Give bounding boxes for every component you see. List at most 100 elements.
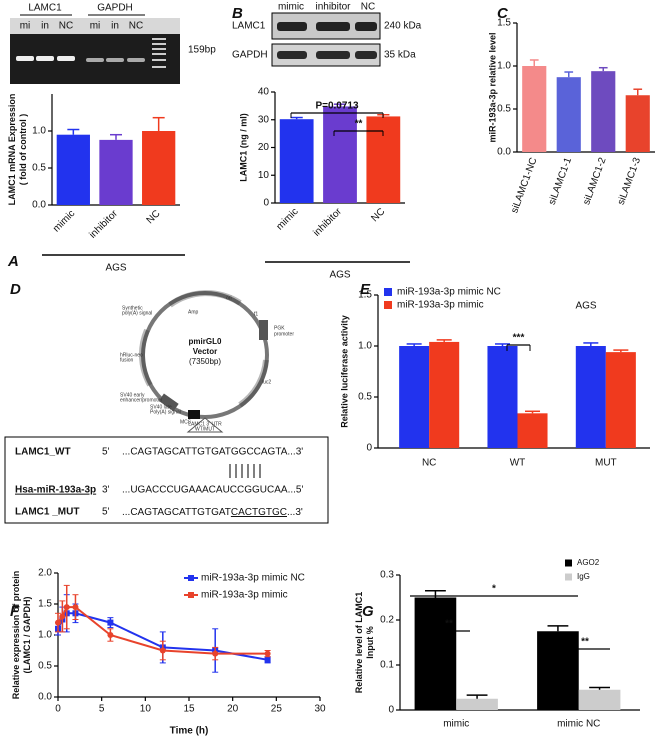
bar <box>429 341 460 448</box>
annotation: * <box>492 584 496 595</box>
legend-swatch <box>384 288 392 296</box>
legend-label: IgG <box>577 572 590 581</box>
legend-swatch <box>565 559 572 567</box>
gel: LAMC1 GAPDH mi in NC mi in NC 159bp <box>10 3 216 84</box>
gel-lane: mi <box>90 21 101 32</box>
y-tick-label: 0.2 <box>380 615 394 626</box>
y-tick-label: 2.0 <box>38 568 52 579</box>
y-tick-label: 0 <box>263 198 269 209</box>
plasmid-name: pmirGL0 <box>189 337 222 346</box>
plasmid-feature: f1 <box>254 311 258 317</box>
blot-lane: NC <box>361 2 375 13</box>
bar <box>487 346 518 448</box>
bar <box>575 346 606 448</box>
marker <box>72 604 79 611</box>
panel-label: A <box>7 253 19 270</box>
plasmid-name: Vector <box>193 347 217 356</box>
bar <box>522 66 547 152</box>
x-tick-label: mimic <box>274 206 300 232</box>
seq-end: 5' <box>102 447 110 458</box>
y-tick-label: 1.0 <box>32 126 46 137</box>
plasmid-feature: luc2 <box>262 379 271 385</box>
gel-gene: LAMC1 <box>28 3 62 14</box>
bar <box>56 134 90 205</box>
plasmid-feature: MCS <box>180 419 192 425</box>
panel-label: G <box>362 603 374 620</box>
group-label: AGS <box>329 270 350 281</box>
y-tick-label: 0.3 <box>380 570 394 581</box>
panel-label: F <box>10 603 20 620</box>
x-tick-label: 10 <box>140 704 152 715</box>
bar <box>414 597 457 710</box>
blot-lane: inhibitor <box>315 2 351 13</box>
blot-lane: mimic <box>278 2 304 13</box>
marker <box>212 650 219 657</box>
legend-swatch <box>565 573 572 581</box>
marker <box>264 656 271 663</box>
bar <box>591 71 616 152</box>
y-tick-label: 0.0 <box>497 147 511 158</box>
y-axis-label: (LAMC1 / GAPDH) <box>22 597 32 674</box>
x-tick-label: 15 <box>183 704 195 715</box>
x-tick-label: 20 <box>227 704 239 715</box>
group-label: AGS <box>575 301 596 312</box>
y-tick-label: 1.0 <box>358 341 372 352</box>
gel-gene: GAPDH <box>97 3 133 14</box>
x-tick-label: inhibitor <box>87 208 120 241</box>
x-tick-label: NC <box>369 206 387 224</box>
y-axis-label: ( fold of control ) <box>18 114 28 185</box>
annotation: ** <box>355 119 363 130</box>
y-tick-label: 1.5 <box>358 290 372 301</box>
y-axis-label: Relative luciferase activity <box>339 315 349 428</box>
y-tick-label: 1.5 <box>38 599 52 610</box>
blot-protein: GAPDH <box>232 50 268 61</box>
plasmid-feature: enhancer/promoter <box>120 397 163 403</box>
bar <box>279 119 314 203</box>
seq-mutation: CACTGTGC <box>231 507 287 518</box>
bar <box>605 352 636 448</box>
y-tick-label: 20 <box>258 142 270 153</box>
y-axis-label: Relative expression of protein <box>11 571 21 700</box>
annotation: P=0.0713 <box>315 101 359 112</box>
legend-label: miR-193a-3p mimic NC <box>397 287 501 298</box>
x-axis-label: Time (h) <box>170 726 209 737</box>
y-tick-label: 40 <box>258 87 270 98</box>
marker <box>264 650 271 657</box>
bar <box>456 698 498 710</box>
gel-lane: in <box>111 21 119 32</box>
bar <box>323 106 357 203</box>
panel-label: B <box>232 5 243 22</box>
blot-size: 240 kDa <box>384 21 422 32</box>
bar <box>556 77 581 152</box>
y-tick-label: 0.0 <box>38 692 52 703</box>
y-axis-label: LAMC1 (ng / ml) <box>238 113 248 182</box>
blot-size: 35 kDa <box>384 50 416 61</box>
y-tick-label: 0.5 <box>32 163 46 174</box>
seq: ...CAGTAGCATTGTGATCACTGTGC...3' <box>122 507 303 518</box>
y-tick-label: 0.5 <box>497 104 511 115</box>
plasmid-feature: Synthetic <box>122 305 143 311</box>
plasmid-feature: PGK <box>274 325 285 331</box>
y-tick-label: 0.1 <box>380 660 394 671</box>
plasmid-feature: LAMC1 3' UTR <box>188 421 222 427</box>
plasmid-feature: WT/MUT <box>195 426 215 432</box>
plasmid-feature: SV40 late <box>150 404 172 410</box>
plasmid-feature: promoter <box>274 331 294 337</box>
plasmid-feature: ori <box>226 295 232 301</box>
seq-part: ...CAGTAGCATTGTGAT <box>122 507 231 518</box>
group-label: AGS <box>105 263 126 274</box>
gel-lane: mi <box>20 21 31 32</box>
plasmid-feature: Poly(A) signal <box>150 409 181 415</box>
x-tick-label: mimic NC <box>557 719 600 730</box>
seq-end: 5' <box>102 507 110 518</box>
plasmid-feature: SV40 early <box>120 392 145 398</box>
annotation: ** <box>445 619 453 630</box>
seq-end: 3' <box>102 485 110 496</box>
x-tick-label: siLAMC1-3 <box>616 156 643 207</box>
gel-lane: NC <box>59 21 73 32</box>
seq: ...UGACCCUGAAACAUCCGGUCAA...5' <box>122 485 303 496</box>
legend-swatch <box>188 592 194 598</box>
seq-name: LAMC1 _MUT <box>15 507 79 518</box>
x-tick-label: 30 <box>314 704 326 715</box>
